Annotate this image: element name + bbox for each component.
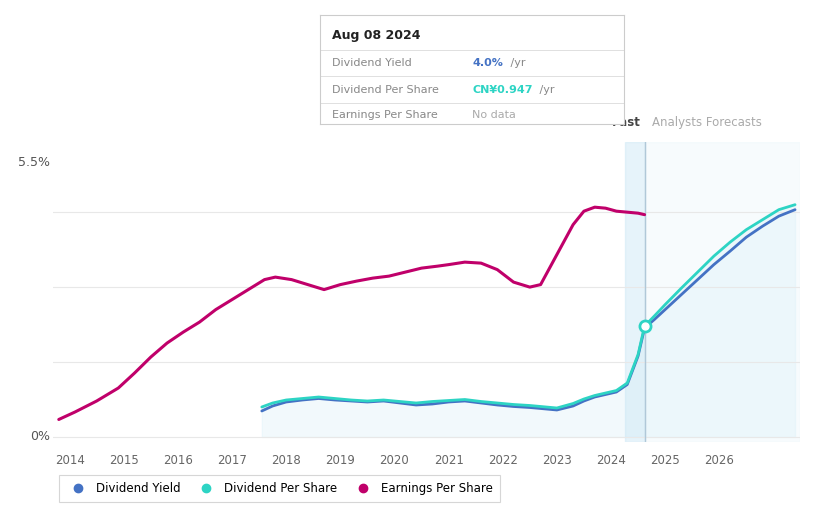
Text: Dividend Per Share: Dividend Per Share [333,84,439,94]
Text: 4.0%: 4.0% [472,58,503,68]
Bar [625,142,644,442]
Text: Dividend Yield: Dividend Yield [333,58,412,68]
Text: /yr: /yr [507,58,525,68]
Text: No data: No data [472,110,516,119]
Text: /yr: /yr [536,84,554,94]
Text: Earnings Per Share: Earnings Per Share [333,110,438,119]
Bar [644,142,800,442]
Legend: Dividend Yield, Dividend Per Share, Earnings Per Share: Dividend Yield, Dividend Per Share, Earn… [59,475,500,502]
Text: CN¥0.947: CN¥0.947 [472,84,533,94]
Text: Past: Past [612,116,641,129]
Text: Aug 08 2024: Aug 08 2024 [333,29,421,43]
Text: Analysts Forecasts: Analysts Forecasts [652,116,762,129]
Text: 0%: 0% [30,430,49,443]
Text: 5.5%: 5.5% [17,156,49,169]
